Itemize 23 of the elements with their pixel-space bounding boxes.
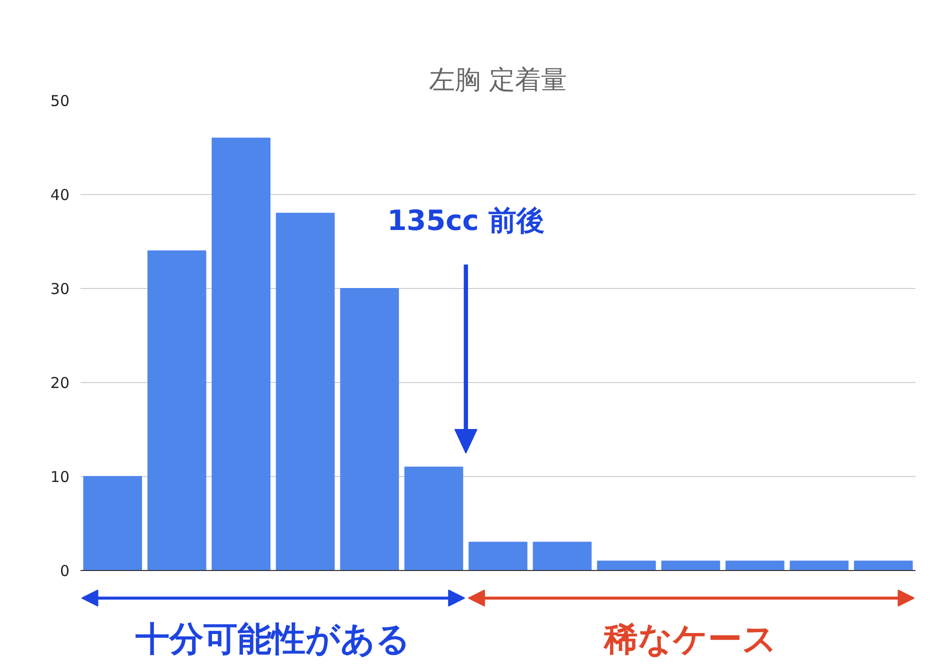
bar [661, 560, 720, 570]
text: 十分可能性がある [134, 620, 411, 660]
bar [597, 560, 656, 570]
y-tick-label: 30 [50, 280, 70, 298]
bar [790, 560, 849, 570]
bar [83, 476, 142, 570]
y-tick-label: 50 [50, 92, 70, 110]
bar [726, 560, 784, 570]
bar [532, 542, 592, 570]
text: 稀なケース [603, 620, 778, 660]
bar [404, 466, 464, 570]
bar [340, 288, 399, 570]
bar [147, 250, 206, 570]
chart-title: 左胸 定着量 [428, 66, 568, 96]
bar [854, 560, 913, 570]
y-tick-label: 20 [50, 374, 70, 392]
bar [468, 542, 528, 570]
y-tick-label: 10 [50, 468, 70, 486]
bar [276, 212, 335, 570]
bar [212, 138, 270, 570]
y-tick-label: 40 [50, 186, 70, 204]
annotation: 135cc 前後 [387, 204, 545, 237]
y-tick-label: 0 [60, 562, 70, 580]
